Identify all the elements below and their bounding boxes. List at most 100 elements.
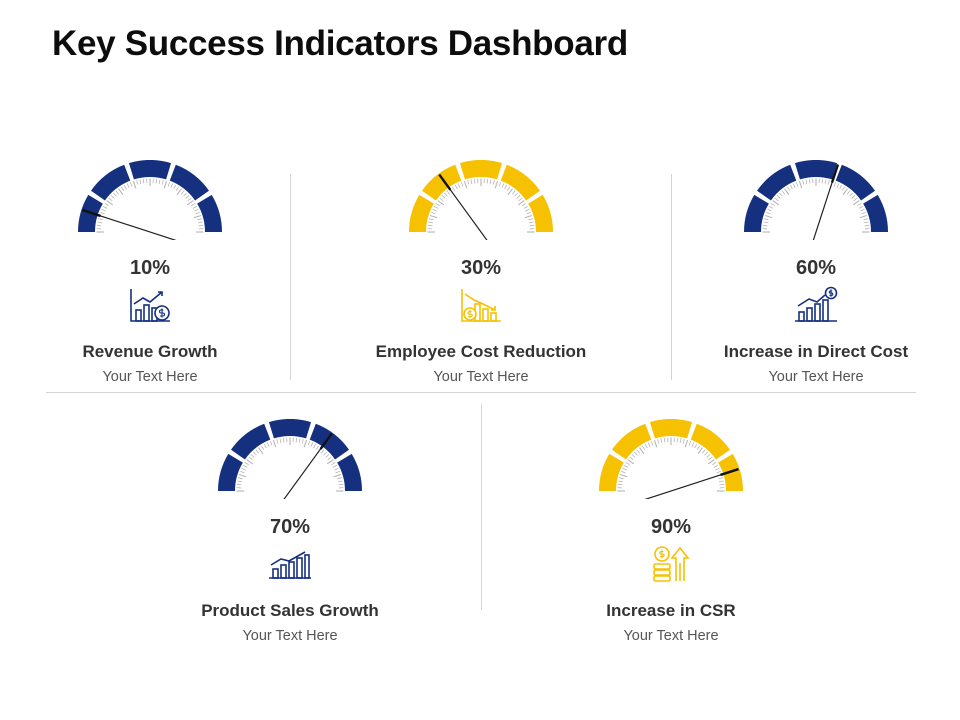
- gauge-tick: [338, 480, 343, 483]
- gauge-tick: [307, 441, 311, 446]
- gauge-segment: [528, 194, 553, 232]
- kpi-subtext[interactable]: Your Text Here: [768, 369, 864, 385]
- gauge-segment: [91, 164, 131, 201]
- gauge-tick: [97, 221, 102, 224]
- gauge-needle: [449, 189, 488, 240]
- gauge-tick: [663, 437, 666, 443]
- gauge-tick: [864, 224, 870, 227]
- gauge-tick: [266, 442, 270, 447]
- gauge-tick: [764, 214, 773, 219]
- gauge-tick: [253, 451, 257, 456]
- gauge-segment: [690, 423, 730, 460]
- kpi-label: Employee Cost Reduction: [375, 342, 587, 361]
- gauge-tick: [337, 477, 342, 480]
- gauge-tick: [696, 445, 701, 450]
- gauge-tick: [861, 211, 866, 215]
- gauge-tick: [173, 184, 177, 190]
- kpi-employee-cost-reduction: 30% Employee Cost Reduction Your Text He…: [351, 160, 611, 387]
- divider-vertical: [290, 174, 291, 380]
- gauge-tick: [631, 454, 636, 458]
- gauge-tick: [113, 192, 117, 197]
- gauge-tick: [821, 178, 824, 184]
- gauge-tick: [102, 205, 108, 209]
- gauge-tick: [768, 205, 774, 209]
- gauge-tick: [240, 470, 245, 474]
- gauge-tick: [176, 188, 182, 196]
- gauge-tick: [781, 190, 786, 195]
- gauge-tick: [805, 179, 808, 184]
- gauge-tick: [522, 202, 527, 207]
- gauge-tick: [194, 208, 199, 212]
- gauge-tick: [260, 445, 265, 450]
- gauge: [78, 160, 222, 240]
- gauge-segment: [218, 453, 243, 491]
- gauge-tick: [704, 451, 708, 456]
- gauge-segment: [794, 160, 838, 180]
- gauge-segment: [500, 164, 540, 201]
- gauge-needle: [283, 448, 322, 499]
- gauge-tick: [120, 186, 125, 191]
- gauge-tick: [338, 483, 344, 486]
- gauge-tick: [198, 224, 204, 227]
- gauge-tick: [248, 456, 253, 461]
- gauge-tick: [467, 180, 470, 185]
- gauge-tick: [779, 192, 783, 197]
- gauge-tick: [697, 447, 703, 455]
- kpi-subtext[interactable]: Your Text Here: [433, 369, 529, 385]
- gauge-tick: [433, 205, 439, 209]
- gauge-tick: [842, 188, 848, 196]
- gauge-tick: [676, 437, 679, 443]
- cost-reduction-icon: [351, 284, 611, 328]
- gauge-tick: [100, 211, 105, 215]
- gauge-tick: [320, 449, 325, 454]
- gauge-tick: [501, 183, 505, 188]
- gauge-tick: [244, 461, 249, 466]
- gauge-tick: [706, 454, 711, 458]
- gauge-tick: [315, 445, 320, 450]
- gauge-tick: [457, 183, 461, 188]
- gauge-tick: [860, 208, 865, 212]
- kpi-subtext[interactable]: Your Text Here: [102, 369, 198, 385]
- gauge-segment: [649, 419, 693, 439]
- gauge-tick: [191, 202, 196, 207]
- gauge-tick: [327, 456, 332, 461]
- gauge-tick: [451, 186, 456, 191]
- gauge-needle: [644, 474, 722, 499]
- gauge-tick: [650, 441, 654, 446]
- gauge-tick: [333, 473, 342, 478]
- gauge-tick: [789, 184, 793, 190]
- gauge-tick: [429, 214, 438, 219]
- gauge-tick: [250, 454, 255, 458]
- gauge-tick: [155, 178, 158, 184]
- gauge-tick: [694, 443, 698, 449]
- gauge-tick: [118, 188, 124, 196]
- gauge-tick: [142, 178, 145, 184]
- gauge-tick: [864, 221, 869, 224]
- gauge-tick: [454, 184, 458, 190]
- kpi-subtext[interactable]: Your Text Here: [242, 628, 338, 644]
- gauge-tick: [770, 202, 775, 207]
- gauge-tick: [276, 439, 279, 444]
- gauge-segment: [459, 160, 503, 180]
- gauge-tick: [463, 180, 468, 189]
- gauge-segment: [744, 194, 769, 232]
- gauge-tick: [798, 180, 803, 189]
- gauge-tick: [473, 178, 476, 184]
- gauge-tick: [653, 439, 658, 448]
- gauge-tick: [106, 200, 114, 206]
- gauge-tick: [494, 180, 499, 189]
- gauge-tick: [833, 182, 837, 187]
- gauge-tick: [237, 480, 242, 483]
- gauge-tick: [619, 473, 628, 478]
- gauge-tick: [498, 182, 502, 187]
- gauge-tick: [183, 192, 187, 197]
- gauge-tick: [718, 477, 723, 480]
- gauge-tick: [641, 445, 646, 450]
- kpi-subtext[interactable]: Your Text Here: [623, 628, 719, 644]
- gauge-tick: [514, 192, 518, 197]
- gauge-tick: [679, 438, 682, 443]
- gauge-tick: [644, 443, 648, 449]
- gauge-tick: [332, 464, 338, 468]
- gauge-tick: [511, 190, 516, 195]
- gauge: [599, 419, 743, 499]
